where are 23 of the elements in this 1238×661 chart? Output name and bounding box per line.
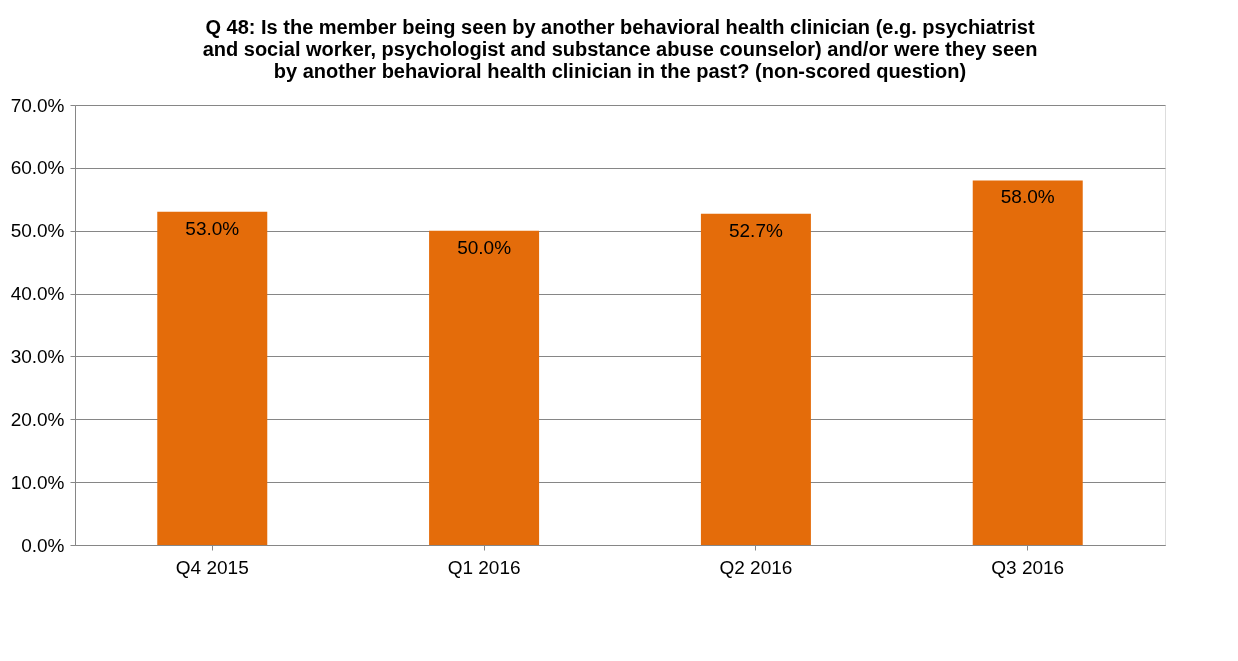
text: Q 48: Is the member being seen by another behavioral health clinician (e.g. psychiatrist xyxy=(205,16,1035,38)
y-tick-label: 70.0% xyxy=(10,94,65,116)
data-label: 50.0% xyxy=(457,236,512,258)
bar xyxy=(157,211,268,545)
text: by another behavioral health clinician in the past? (non-scored question) xyxy=(273,60,967,82)
y-tick-label: 0.0% xyxy=(21,534,65,556)
y-tick-label: 40.0% xyxy=(10,283,65,305)
bar xyxy=(429,230,540,545)
data-label: 58.0% xyxy=(1000,186,1055,208)
y-tick-label: 30.0% xyxy=(10,345,65,367)
x-tick-label: Q4 2015 xyxy=(175,556,249,578)
y-tick-label: 60.0% xyxy=(10,157,65,179)
y-tick-label: 50.0% xyxy=(10,220,65,242)
x-tick-label: Q2 2016 xyxy=(719,556,793,578)
y-tick-label: 20.0% xyxy=(10,408,65,430)
data-label: 52.7% xyxy=(728,219,783,241)
bar xyxy=(700,213,811,545)
bar xyxy=(972,180,1083,545)
y-tick-label: 10.0% xyxy=(10,471,65,493)
x-tick-label: Q3 2016 xyxy=(991,556,1065,578)
data-label: 53.0% xyxy=(185,217,240,239)
x-tick-label: Q1 2016 xyxy=(447,556,521,578)
text: and social worker, psychologist and substance abuse counselor) and/or were they seen xyxy=(202,38,1038,60)
